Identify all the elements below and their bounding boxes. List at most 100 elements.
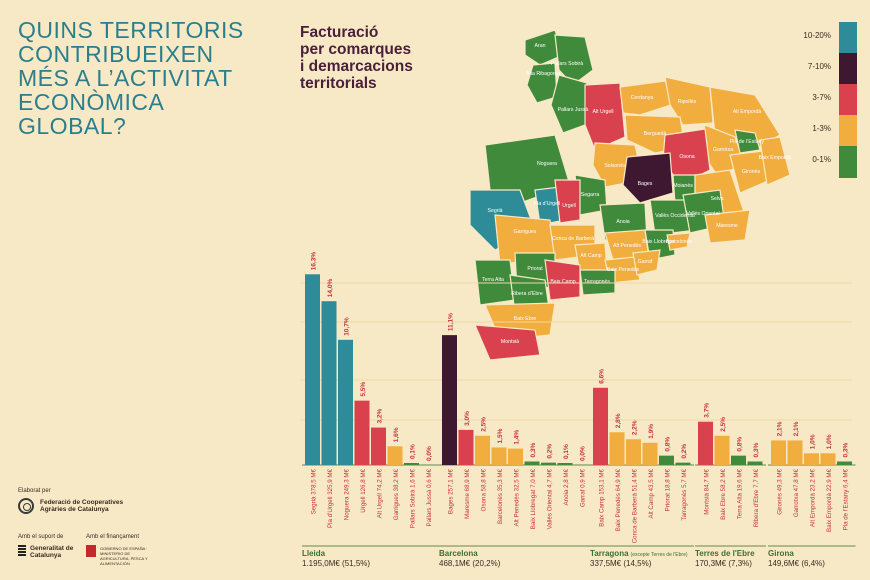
bar-value-label: 3,2% xyxy=(377,409,384,424)
group-total: 1.195,0M€ (51,5%) xyxy=(302,559,370,568)
legend-item: 7-10% xyxy=(795,53,857,85)
bar xyxy=(338,339,353,465)
map-region-label: Anoia xyxy=(616,219,629,225)
group-name: Tarragona (excepte Terres de l'Ebre) xyxy=(590,549,688,558)
legend-label: 3-7% xyxy=(812,93,831,102)
bar xyxy=(557,463,573,465)
bar-category-label: Alt Urgell 74,2 M€ xyxy=(377,468,384,518)
bar-value-label: 14,0% xyxy=(327,279,334,298)
bar-value-label: 1,0% xyxy=(810,434,817,449)
comarca-region xyxy=(554,34,594,86)
map-region-label: Terra Alta xyxy=(482,277,504,283)
comarca-region xyxy=(544,259,581,301)
bar xyxy=(626,439,641,465)
map-region-label: Noguera xyxy=(537,161,557,167)
bar-category-label: Garrigues 38,2 M€ xyxy=(393,468,400,520)
map-region-label: Vallès Oriental xyxy=(686,211,719,217)
bar-category-label: Baix Ebre 58,2 M€ xyxy=(720,468,727,519)
map-region-label: Pallars Sobirà xyxy=(551,61,583,67)
group-name: Lleida xyxy=(302,549,326,558)
bar-category-label: Alt Empordà 23,2 M€ xyxy=(810,468,817,527)
map-region-label: Priorat xyxy=(527,266,543,272)
group-total: 468,1M€ (20,2%) xyxy=(439,559,501,568)
legend-label: 7-10% xyxy=(807,62,831,71)
map-region-label: Baix Ebre xyxy=(514,316,537,322)
bar-value-label: 10,7% xyxy=(344,317,351,336)
bar xyxy=(354,400,370,465)
map-region-label: Alta Ribagorça xyxy=(526,71,560,77)
page-title: QUINS TERRITORIS CONTRIBUEIXEN MÉS A L’A… xyxy=(18,17,244,139)
bar xyxy=(475,435,490,465)
chart-subtitle: Facturació per comarques i demarcacions … xyxy=(300,24,413,92)
bar-value-label: 1,9% xyxy=(648,424,655,439)
map-region-label: Alt Urgell xyxy=(592,109,613,115)
map-region-label: Tarragonès xyxy=(584,279,610,285)
comarca-region xyxy=(526,62,558,104)
spain-gov-logo-icon xyxy=(86,545,96,557)
map-region-label: Selva xyxy=(711,196,724,202)
bar-category-label: Alt Camp 43,5 M€ xyxy=(648,468,655,518)
bar-category-label: Anoia 2,8 M€ xyxy=(563,468,570,505)
map-region-label: Berguedà xyxy=(644,131,667,137)
color-legend: 10-20% 7-10% 3-7% 1-3% 0-1% xyxy=(795,22,857,180)
comarca-region xyxy=(734,129,761,154)
bar-category-label: Pla de l'Estany 6,4 M€ xyxy=(843,468,850,530)
bar-category-label: Alt Penedès 32,5 M€ xyxy=(514,468,521,526)
bar-value-label: 2,1% xyxy=(793,421,800,436)
bar-value-label: 2,5% xyxy=(481,417,488,432)
map-region-label: Conca de Barberà xyxy=(552,236,594,242)
map-region-label: Baix Empordà xyxy=(759,155,792,161)
bar-value-label: 0,3% xyxy=(530,442,537,457)
bar-category-label: Priorat 18,8 M€ xyxy=(665,468,672,511)
map-region-label: Maresme xyxy=(716,223,738,229)
comarca-region xyxy=(524,29,564,66)
legend-item: 10-20% xyxy=(795,22,857,54)
map-region-label: Pla de l’Estany xyxy=(730,139,765,145)
group-name: Terres de l'Ebre xyxy=(695,549,755,558)
legend-swatch xyxy=(839,115,857,147)
map-region-label: Segrià xyxy=(488,208,503,214)
map-region-label: Solsonès xyxy=(604,163,626,169)
legend-label: 10-20% xyxy=(803,31,831,40)
bar xyxy=(804,453,819,465)
legend-swatch xyxy=(839,146,857,178)
map-region-label: Barcelonès xyxy=(666,239,692,245)
bar-value-label: 0,3% xyxy=(753,442,760,457)
map-region-label: Alt Penedès xyxy=(613,243,641,249)
credit-gobierno: GOBIERNO DE ESPAÑA · MINISTERIO DE AGRIC… xyxy=(100,546,148,566)
bar xyxy=(508,448,523,465)
bar-value-label: 2,5% xyxy=(720,417,727,432)
credit-federacio: Federació de Cooperatives Agràries de Ca… xyxy=(40,499,124,513)
bar-category-label: Baix Camp 153,1 M€ xyxy=(599,468,606,526)
map-region-label: Gironès xyxy=(742,169,761,175)
bar xyxy=(305,274,320,465)
bar-category-label: Montsià 84,7 M€ xyxy=(704,468,711,514)
comarca-region xyxy=(619,80,678,116)
comarca-region xyxy=(550,74,588,134)
legend-swatch xyxy=(839,84,857,116)
bar-category-label: Tarragonès 5,7 M€ xyxy=(681,468,688,520)
map-region-label: Vallès Occidental xyxy=(655,213,695,219)
bar xyxy=(731,455,746,465)
generalitat-logo-icon xyxy=(18,545,26,557)
legend-item: 1-3% xyxy=(795,115,857,147)
bar xyxy=(609,432,625,465)
bar-category-label: Pallars Sobirà 1,6 M€ xyxy=(410,468,417,528)
map-region-label: Moianès xyxy=(673,183,693,189)
bar-value-label: 0,3% xyxy=(843,442,850,457)
bar xyxy=(820,453,836,465)
bar xyxy=(321,301,337,465)
comarca-region xyxy=(554,179,581,224)
comarca-region xyxy=(666,232,691,251)
map-region-label: Osona xyxy=(679,154,694,160)
bar xyxy=(404,463,419,465)
legend-label: 0-1% xyxy=(812,155,831,164)
map-region-label: Garrigues xyxy=(514,229,537,235)
bar-value-label: 1,5% xyxy=(497,428,504,443)
map-region-label: Garraf xyxy=(638,259,653,265)
comarca-region xyxy=(622,152,674,204)
map-region-label: Baix Camp xyxy=(550,279,575,285)
group-total: 170,3M€ (7,3%) xyxy=(695,559,752,568)
bar xyxy=(675,462,691,465)
